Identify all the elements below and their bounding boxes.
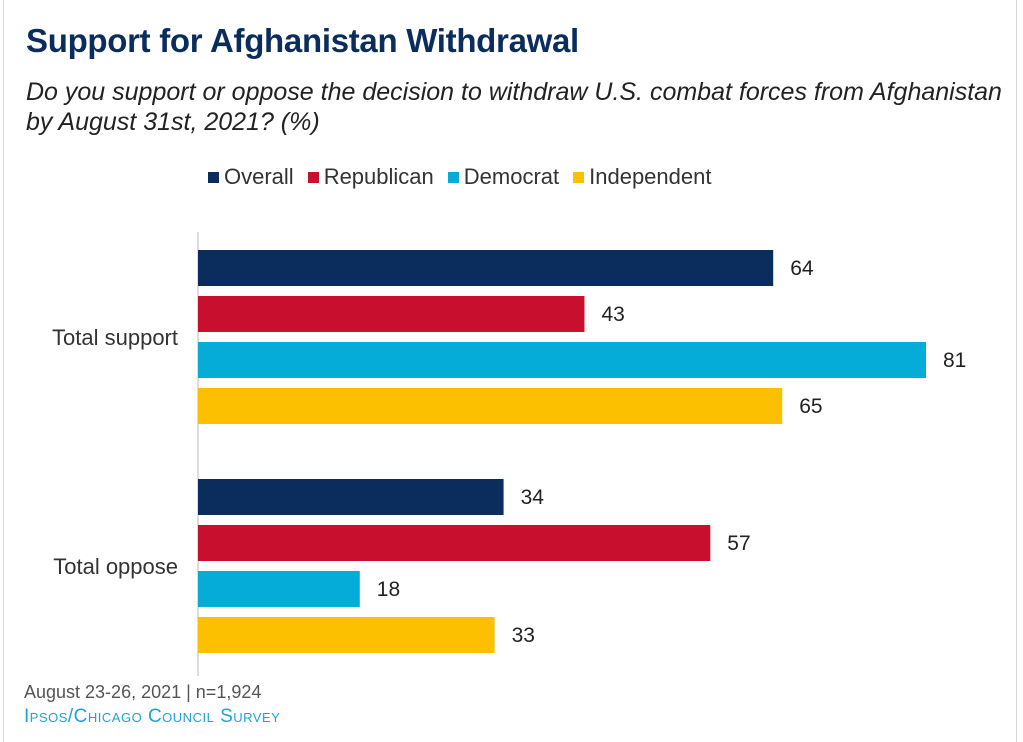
legend-swatch-independent <box>573 171 585 183</box>
chart-subtitle: Do you support or oppose the decision to… <box>26 78 1002 136</box>
legend-item-democrat: Democrat <box>447 164 560 190</box>
chart-frame <box>3 0 1017 742</box>
data-label-democrat-total-oppose: 18 <box>377 578 400 601</box>
bar-independent-total-support <box>198 388 783 424</box>
legend: Overall Republican Democrat Independent <box>208 164 725 190</box>
legend-label-republican: Republican <box>323 164 434 189</box>
footer-date-sample: August 23-26, 2021 | n=1,924 <box>24 682 262 702</box>
data-label-republican-total-support: 43 <box>601 303 624 326</box>
legend-swatch-overall <box>208 171 219 183</box>
bar-independent-total-oppose <box>198 617 495 653</box>
bar-republican-total-support <box>198 296 585 332</box>
bar-republican-total-oppose <box>198 525 711 561</box>
legend-item-independent: Independent <box>573 164 711 190</box>
bar-overall-total-oppose <box>198 479 504 515</box>
bar-democrat-total-oppose <box>198 571 360 607</box>
legend-label-democrat: Democrat <box>463 164 560 189</box>
data-label-independent-total-oppose: 33 <box>512 624 535 647</box>
data-label-independent-total-support: 65 <box>799 395 822 418</box>
bar-overall-total-support <box>198 250 774 286</box>
legend-label-independent: Independent <box>589 164 712 189</box>
legend-item-republican: Republican <box>307 164 434 190</box>
legend-label-overall: Overall <box>224 164 294 189</box>
data-label-overall-total-oppose: 34 <box>521 486 545 509</box>
data-label-overall-total-support: 64 <box>790 257 814 280</box>
data-label-republican-total-oppose: 57 <box>727 532 750 555</box>
data-label-democrat-total-support: 81 <box>943 349 966 372</box>
category-label-total-support: Total support <box>52 325 178 350</box>
chart-title: Support for Afghanistan Withdrawal <box>26 22 579 59</box>
footer-source: Ipsos/Chicago Council Survey <box>24 706 281 727</box>
legend-item-overall: Overall <box>208 164 294 190</box>
legend-swatch-republican <box>307 171 319 183</box>
legend-swatch-democrat <box>447 171 459 183</box>
bar-democrat-total-support <box>198 342 926 378</box>
category-label-total-oppose: Total oppose <box>53 554 178 579</box>
